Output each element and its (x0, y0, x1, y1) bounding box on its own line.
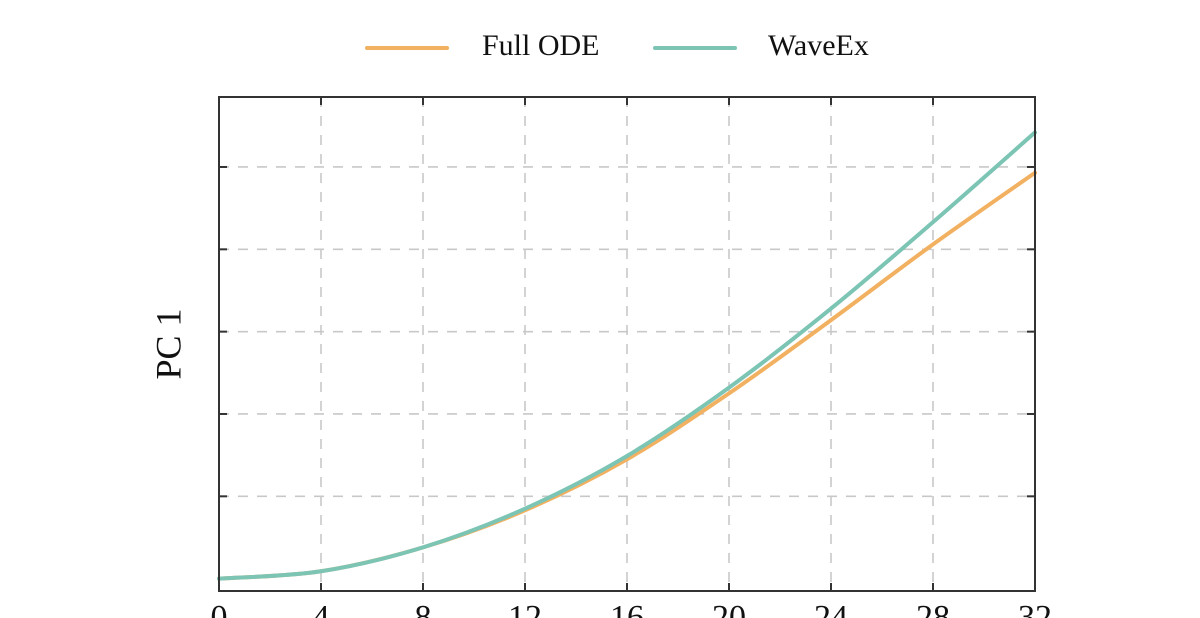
series-line-waveex (217, 130, 1037, 581)
legend-label-waveex: WaveEx (768, 29, 869, 62)
x-tick-labels: 0 4 8 12 16 20 24 28 32 (211, 599, 1053, 618)
series-lines (217, 130, 1037, 581)
grid (219, 97, 1035, 591)
x-tick-label: 0 (211, 599, 228, 618)
x-tick-label: 28 (916, 599, 950, 618)
x-tick-label: 32 (1018, 599, 1052, 618)
y-axis-label: PC 1 (148, 308, 188, 379)
x-tick-label: 12 (508, 599, 542, 618)
x-tick-label: 4 (313, 599, 330, 618)
x-tick-label: 24 (814, 599, 848, 618)
x-tick-label: 16 (610, 599, 644, 618)
legend-label-full-ode: Full ODE (482, 29, 600, 62)
axis-ticks (218, 97, 1036, 591)
legend: Full ODE WaveEx (365, 29, 869, 62)
x-tick-label: 20 (712, 599, 746, 618)
x-tick-label: 8 (415, 599, 432, 618)
